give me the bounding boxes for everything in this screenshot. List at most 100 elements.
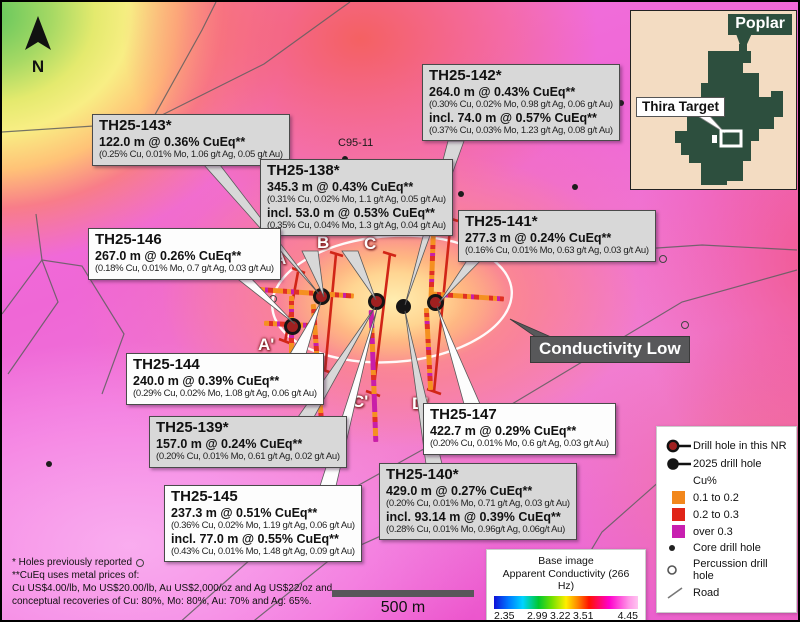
claim-outline [675, 31, 783, 185]
drill-collar-2025 [396, 299, 411, 314]
included-grade: incl. 77.0 m @ 0.55% CuEq** [171, 531, 339, 546]
legend-label: Percussion drill hole [693, 558, 768, 582]
drill-hole-name: TH25-138* [267, 162, 340, 179]
legend-row-cu-range: 0.1 to 0.2 [663, 491, 790, 504]
site-label-c95-11: C95-11 [338, 137, 374, 149]
legend-label: 0.2 to 0.3 [693, 508, 739, 521]
legend-label: over 0.3 [693, 525, 733, 538]
section-label-c2: C' [352, 392, 369, 411]
intercept-assay: (0.18% Cu, 0.01% Mo, 0.7 g/t Ag, 0.03 g/… [95, 263, 274, 275]
intercept-assay: (0.30% Cu, 0.02% Mo, 0.98 g/t Ag, 0.06 g… [429, 99, 613, 111]
colorbar-tick: 3.22 [550, 609, 571, 622]
inset-location-map: Poplar Thira Target [630, 10, 797, 190]
legend-row-cu-range: 0.2 to 0.3 [663, 508, 790, 521]
scale-bar-label: 500 m [380, 599, 426, 616]
legend-row-road: Road [663, 586, 790, 600]
intercept-assay: (0.25% Cu, 0.01% Mo, 1.06 g/t Ag, 0.05 g… [99, 149, 283, 161]
legend-row-drill-nr: Drill hole in this NR [663, 439, 790, 453]
section-label-c: C [364, 234, 377, 253]
intercept-grade: 122.0 m @ 0.36% CuEq** [99, 134, 246, 149]
drill-collar-nr [313, 288, 330, 305]
poplar-pointer [735, 31, 753, 53]
percussion-drill-hole-icon [663, 564, 693, 576]
drill-hole-name: TH25-144 [133, 356, 200, 373]
conductivity-low-label: Conductivity Low [530, 336, 690, 363]
intercept-grade: 422.7 m @ 0.29% CuEq** [430, 423, 577, 438]
colorbar-tick: 2.35 [494, 609, 515, 622]
included-grade: incl. 93.14 m @ 0.39% CuEq** [386, 509, 561, 524]
intercept-grade: 429.0 m @ 0.27% CuEq** [386, 483, 533, 498]
legend-label: Core drill hole [693, 542, 761, 554]
colorbar-tick: 2.99 [526, 609, 548, 622]
included-assay: (0.37% Cu, 0.03% Mo, 1.23 g/t Ag, 0.08 g… [429, 124, 613, 136]
thira-target-label: Thira Target [636, 97, 726, 117]
intercept-grade: 264.0 m @ 0.43% CuEq** [429, 84, 576, 99]
footnote-line: conceptual recoveries of Cu: 80%, Mo: 80… [12, 596, 312, 607]
legend-row-cu-range: over 0.3 [663, 525, 790, 538]
callout-th25-140: TH25-140* 429.0 m @ 0.27% CuEq** (0.20% … [379, 463, 577, 541]
legend-label: Drill hole in this NR [693, 440, 787, 452]
drill-collar-nr [284, 318, 301, 335]
percussion-drill-hole-dot [681, 321, 689, 329]
included-grade: incl. 74.0 m @ 0.57% CuEq** [429, 110, 597, 125]
intercept-assay: (0.20% Cu, 0.01% Mo, 0.6 g/t Ag, 0.03 g/… [430, 438, 609, 450]
core-drill-hole-dot [618, 100, 624, 106]
thira-target-square [719, 129, 743, 148]
colorbar-title: Base image [538, 555, 594, 567]
intercept-grade: 237.3 m @ 0.51% CuEq** [171, 505, 318, 520]
intercept-grade: 277.3 m @ 0.24% CuEq** [465, 230, 612, 245]
legend-label: 2025 drill hole [693, 458, 762, 470]
callout-th25-138: TH25-138* 345.3 m @ 0.43% CuEq** (0.31% … [260, 159, 453, 237]
scale-bar-line [332, 590, 474, 597]
drill-collar-nr [368, 293, 385, 310]
intercept-assay: (0.29% Cu, 0.02% Mo, 1.08 g/t Ag, 0.06 g… [133, 388, 317, 400]
core-drill-hole-dot [46, 461, 52, 467]
footnote-line: Cu US$4.00/lb, Mo US$20.00/lb, Au US$2,0… [12, 583, 333, 594]
intercept-grade: 157.0 m @ 0.24% CuEq** [156, 436, 303, 451]
footnotes: * Holes previously reported **CuEq uses … [12, 556, 332, 608]
cu-swatch-orange [671, 491, 685, 504]
legend-row-drill-2025: 2025 drill hole [663, 457, 790, 471]
drill-hole-name: TH25-142* [429, 67, 502, 84]
road-icon [663, 586, 693, 600]
callout-th25-139: TH25-139* 157.0 m @ 0.24% CuEq** (0.20% … [149, 416, 347, 468]
included-assay: (0.28% Cu, 0.01% Mo, 0.96g/t Ag, 0.06g/t… [386, 523, 566, 535]
drill-hole-name: TH25-141* [465, 213, 538, 230]
conductivity-colorbar: Base image Apparent Conductivity (266 Hz… [486, 549, 646, 622]
colorbar-tick: 3.51 [573, 609, 594, 622]
included-grade: incl. 53.0 m @ 0.53% CuEq** [267, 205, 435, 220]
footnote-line: **CuEq uses metal prices of: [12, 570, 140, 581]
legend-label: Road [693, 587, 720, 599]
intercept-assay: (0.36% Cu, 0.02% Mo, 1.19 g/t Ag, 0.06 g… [171, 520, 355, 532]
section-label-a2: A' [258, 335, 275, 354]
callout-th25-147: TH25-147 422.7 m @ 0.29% CuEq** (0.20% C… [423, 403, 616, 455]
intercept-grade: 240.0 m @ 0.39% CuEq** [133, 373, 280, 388]
drill-collar-nr [427, 294, 444, 311]
north-arrow: N [16, 14, 60, 77]
callout-th25-143: TH25-143* 122.0 m @ 0.36% CuEq** (0.25% … [92, 114, 290, 166]
colorbar-tick: 4.45 [617, 609, 638, 622]
callout-th25-145: TH25-145 237.3 m @ 0.51% CuEq** (0.36% C… [164, 485, 362, 563]
legend-row-percussion: Percussion drill hole [663, 558, 790, 582]
intercept-grade: 267.0 m @ 0.26% CuEq** [95, 248, 242, 263]
north-label: N [31, 57, 45, 76]
intercept-assay: (0.16% Cu, 0.01% Mo, 0.63 g/t Ag, 0.03 g… [465, 245, 649, 257]
intercept-assay: (0.31% Cu, 0.02% Mo, 1.1 g/t Ag, 0.05 g/… [267, 194, 446, 206]
intercept-assay: (0.20% Cu, 0.01% Mo, 0.61 g/t Ag, 0.02 g… [156, 451, 340, 463]
callout-th25-141: TH25-141* 277.3 m @ 0.24% CuEq** (0.16% … [458, 210, 656, 262]
core-drill-hole-icon [663, 543, 693, 553]
drill-hole-name: TH25-139* [156, 419, 229, 436]
callout-th25-146: TH25-146 267.0 m @ 0.26% CuEq** (0.18% C… [88, 228, 281, 280]
percussion-drill-hole-dot [136, 559, 144, 567]
drill-hole-name: TH25-147 [430, 406, 497, 423]
north-arrow-icon [25, 16, 51, 50]
core-drill-hole-dot [572, 184, 578, 190]
drill-hole-2025-icon [663, 457, 693, 471]
included-assay: (0.35% Cu, 0.04% Mo, 1.3 g/t Ag, 0.04 g/… [267, 219, 446, 231]
colorbar-ticks: 2.35 2.99 3.22 3.51 4.45 [494, 609, 638, 622]
legend-row-core: Core drill hole [663, 542, 790, 554]
map-legend: Drill hole in this NR 2025 drill hole Cu… [656, 426, 797, 613]
core-drill-hole-dot [458, 191, 464, 197]
drill-hole-nr-icon [663, 439, 693, 453]
